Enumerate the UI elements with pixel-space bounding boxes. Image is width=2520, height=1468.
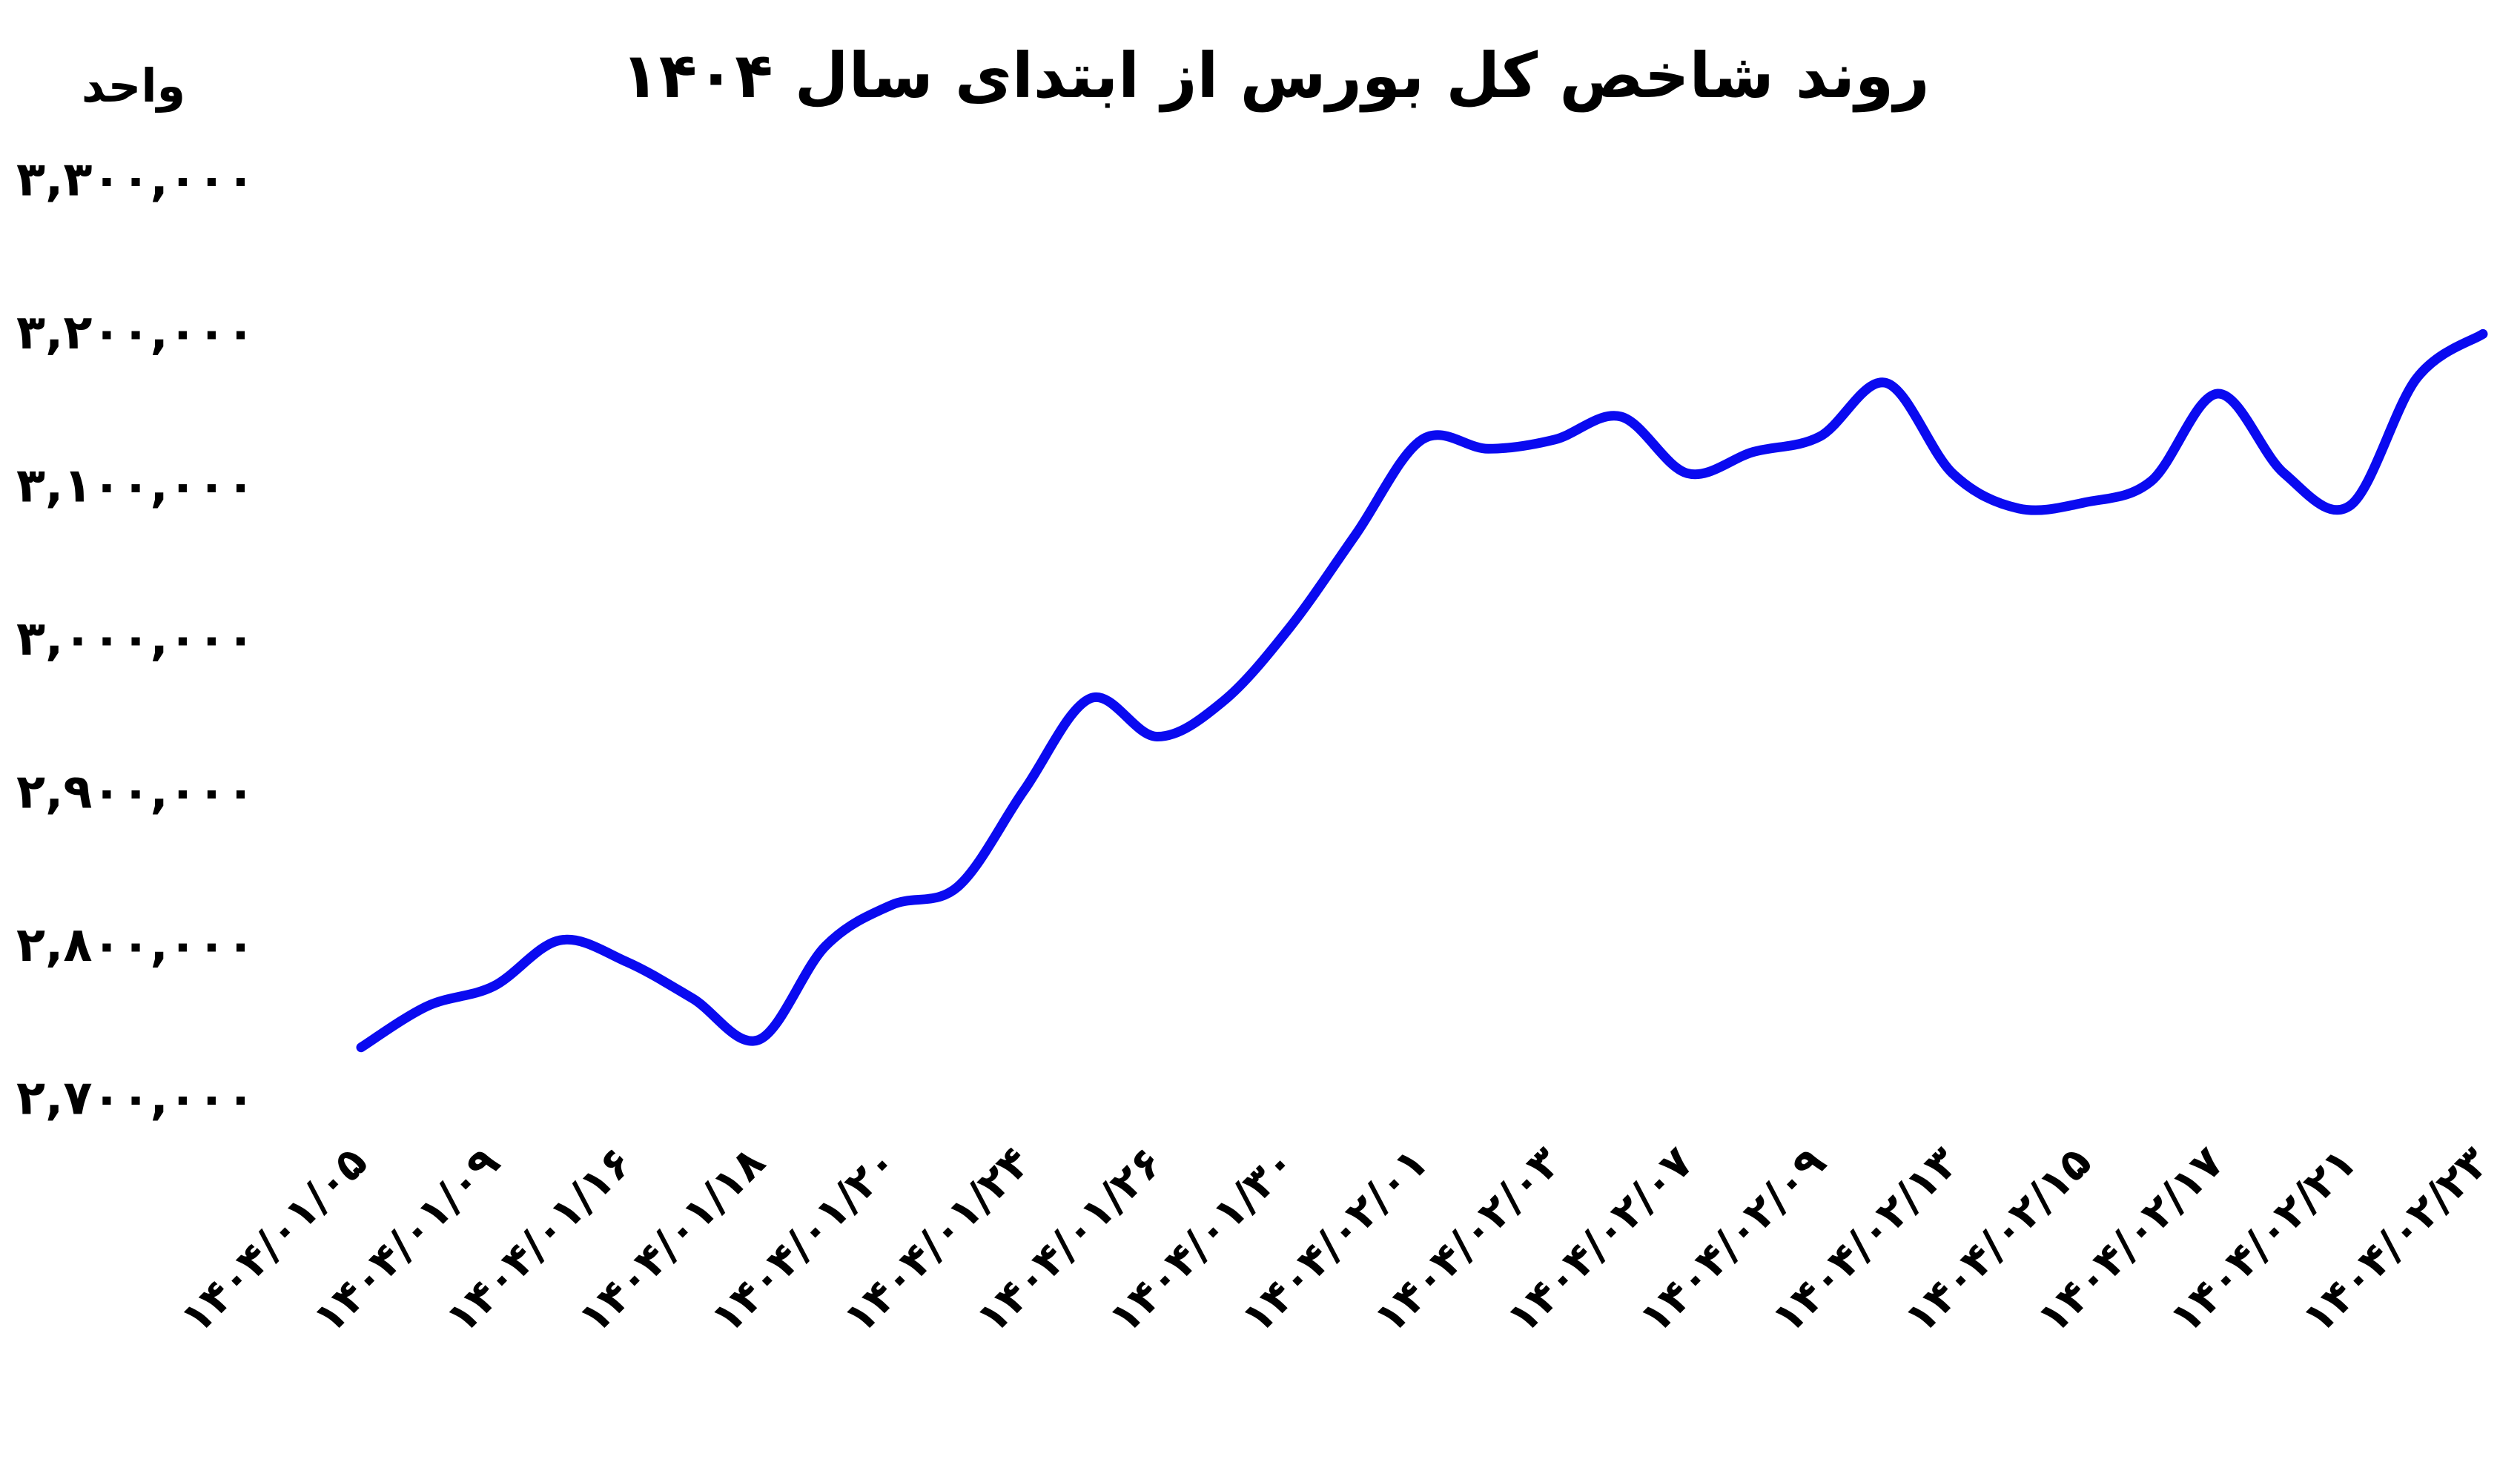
y-tick-label: ۲,۹۰۰,۰۰۰ [16,765,255,820]
y-tick-label: ۳,۲۰۰,۰۰۰ [16,305,255,360]
chart-title: روند شاخص کل بورس از ابتدای سال ۱۴۰۴ [621,39,1929,113]
y-tick-label: ۲,۷۰۰,۰۰۰ [16,1071,255,1126]
y-tick-label: ۳,۳۰۰,۰۰۰ [16,153,255,208]
y-tick-label: ۳,۰۰۰,۰۰۰ [16,612,255,667]
y-tick-label: ۳,۱۰۰,۰۰۰ [16,459,255,514]
line [356,328,2488,1053]
y-axis-label: واحد [82,59,185,113]
y-tick-label: ۲,۸۰۰,۰۰۰ [16,918,255,973]
